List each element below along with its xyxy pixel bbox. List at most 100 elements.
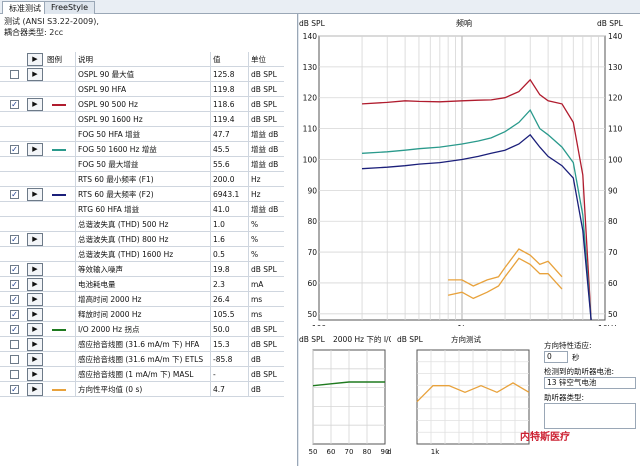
row-group	[0, 82, 75, 127]
tab-freestyle[interactable]: FreeStyle	[44, 1, 96, 14]
legend-swatch	[52, 148, 66, 151]
y-tick-label-right: 110	[608, 125, 623, 134]
row-value: 41.0	[210, 202, 248, 217]
tab-standard-test[interactable]: 标准测试	[2, 1, 48, 14]
play-button[interactable]: ▶	[27, 97, 43, 111]
row-unit: 增益 dB	[248, 157, 284, 172]
io-y-axis-label: dB SPL	[299, 335, 326, 344]
series-line-0	[361, 78, 592, 321]
play-button[interactable]: ▶	[27, 307, 43, 321]
io-x-tick-label: 50	[309, 448, 318, 456]
results-panel: 测试 (ANSI S3.22-2009), 耦合器类型: 2cc 图例 说明值单位…	[0, 14, 298, 466]
row-value: 118.6	[210, 97, 248, 112]
row-unit: dB SPL	[248, 367, 284, 382]
row-unit: %	[248, 217, 284, 232]
row-desc: 等效输入噪声	[75, 262, 209, 277]
table-row: RTS 60 最大频率 (F2) 6943.1 Hz	[0, 187, 284, 202]
row-desc: OSPL 90 1600 Hz	[75, 112, 209, 127]
row-desc: 总谐波失真 (THD) 500 Hz	[75, 217, 209, 232]
io-chart-title: 2000 Hz 下的 I/O	[333, 334, 391, 344]
play-button[interactable]: ▶	[27, 277, 43, 291]
row-value: 200.0	[210, 172, 248, 187]
row-value: 0.5	[210, 247, 248, 262]
show-checkbox[interactable]: ✓	[10, 384, 19, 394]
y-tick-label: 60	[307, 279, 317, 288]
row-value: 119.4	[210, 112, 248, 127]
play-button[interactable]: ▶	[27, 262, 43, 276]
table-row: 增高时间 2000 Hz 26.4 ms	[0, 292, 284, 307]
x-tick-label: 1k	[457, 324, 467, 326]
y-tick-label: 110	[303, 125, 318, 134]
io-chart: dB SPL 2000 Hz 下的 I/O 50 60 70 80 90dB	[299, 334, 391, 456]
directional-adapt-input[interactable]: 0	[544, 351, 568, 363]
show-checkbox[interactable]: ✓	[10, 189, 19, 199]
hearing-aid-type-label: 助听器类型:	[544, 393, 585, 402]
show-checkbox[interactable]	[10, 369, 19, 379]
play-button[interactable]: ▶	[27, 292, 43, 306]
row-unit: ms	[248, 307, 284, 322]
row-unit: dB SPL	[248, 97, 284, 112]
y-tick-label: 80	[307, 217, 317, 226]
legend-swatch	[52, 328, 66, 331]
y-tick-label-right: 60	[608, 279, 618, 288]
table-row: RTS 60 最小频率 (F1) 200.0 Hz	[0, 172, 284, 187]
row-unit: mA	[248, 277, 284, 292]
play-button[interactable]: ▶	[27, 352, 43, 366]
y-tick-label: 130	[303, 63, 318, 72]
play-button[interactable]: ▶	[27, 367, 43, 381]
show-checkbox[interactable]: ✓	[10, 264, 19, 274]
table-row: 总谐波失真 (THD) 1600 Hz 0.5%	[0, 247, 284, 262]
row-value: 50.0	[210, 322, 248, 337]
row-group	[0, 67, 75, 82]
row-unit: Hz	[248, 172, 284, 187]
series-line-3	[448, 248, 563, 287]
y-tick-label-right: 80	[608, 217, 618, 226]
show-checkbox[interactable]	[10, 69, 19, 79]
row-value: 1.6	[210, 232, 248, 247]
play-button[interactable]: ▶	[27, 67, 43, 81]
show-checkbox[interactable]	[10, 354, 19, 364]
row-value: 15.3	[210, 337, 248, 352]
play-button[interactable]: ▶	[27, 187, 43, 201]
directional-chart: dB SPL 方向测试 1k	[397, 334, 530, 456]
row-desc: 释放时间 2000 Hz	[75, 307, 209, 322]
row-value: 26.4	[210, 292, 248, 307]
row-unit: 增益 dB	[248, 202, 284, 217]
show-checkbox[interactable]	[10, 339, 19, 349]
coupler-type: 耦合器类型: 2cc	[4, 28, 64, 37]
play-button[interactable]: ▶	[27, 142, 43, 156]
show-checkbox[interactable]: ✓	[10, 309, 19, 319]
row-unit: dB SPL	[248, 82, 284, 97]
row-unit: 增益 dB	[248, 127, 284, 142]
play-all-button[interactable]: ▶	[27, 53, 43, 66]
show-checkbox[interactable]: ✓	[10, 99, 19, 109]
play-button[interactable]: ▶	[27, 322, 43, 336]
row-value: 55.6	[210, 157, 248, 172]
legend-swatch	[52, 388, 66, 391]
row-group	[0, 172, 75, 217]
io-x-tick-label: 70	[345, 448, 354, 456]
legend-swatch	[52, 193, 66, 196]
show-checkbox[interactable]: ✓	[10, 234, 19, 244]
show-checkbox[interactable]: ✓	[10, 294, 19, 304]
dir-chart-title: 方向测试	[451, 334, 481, 344]
table-row: OSPL 90 最大值 125.8 dB SPL	[0, 67, 284, 82]
show-checkbox[interactable]: ✓	[10, 279, 19, 289]
play-button[interactable]: ▶	[27, 232, 43, 246]
table-row: OSPL 90 1600 Hz 119.4 dB SPL	[0, 112, 284, 127]
y-axis-label-right: dB SPL	[597, 19, 624, 28]
row-group	[0, 337, 75, 352]
row-unit: dB	[248, 382, 284, 397]
hearing-aid-type-field[interactable]	[544, 403, 636, 429]
table-row: 总谐波失真 (THD) 500 Hz 1.0%	[0, 217, 284, 232]
table-row: FOG 50 最大增益 55.6 增益 dB	[0, 157, 284, 172]
row-value: 119.8	[210, 82, 248, 97]
show-checkbox[interactable]: ✓	[10, 144, 19, 154]
io-x-tick-label: 60	[327, 448, 336, 456]
y-axis-label: dB SPL	[299, 19, 326, 28]
y-tick-label: 120	[303, 94, 318, 103]
show-checkbox[interactable]: ✓	[10, 324, 19, 334]
play-button[interactable]: ▶	[27, 337, 43, 351]
battery-field[interactable]: 13 锌空气电池	[544, 377, 636, 389]
play-button[interactable]: ▶	[27, 382, 43, 396]
